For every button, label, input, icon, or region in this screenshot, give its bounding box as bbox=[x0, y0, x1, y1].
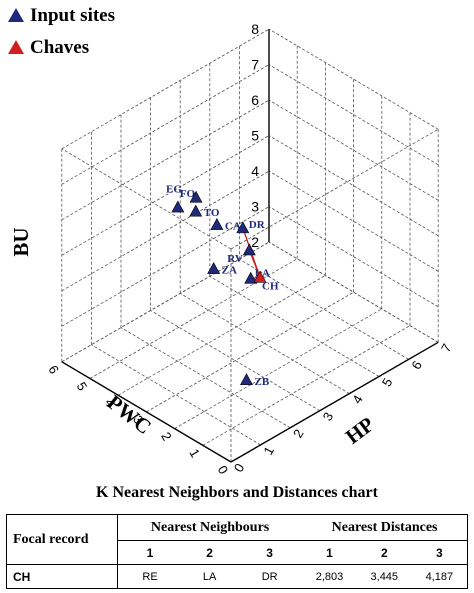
x-tick-label: 4 bbox=[349, 392, 366, 406]
data-point-marker bbox=[210, 218, 224, 230]
back-wall-grid-line bbox=[61, 64, 270, 185]
side-wall-grid-line bbox=[268, 241, 439, 343]
data-point-label: CH bbox=[262, 280, 279, 292]
data-point-label: ZA bbox=[222, 265, 237, 277]
sub-header: 1 bbox=[302, 540, 357, 565]
x-tick-label: 0 bbox=[231, 461, 248, 475]
distance-cell: 3,445 bbox=[356, 564, 412, 589]
focal-record-header: Focal record bbox=[6, 514, 118, 565]
legend-input-sites-label: Input sites bbox=[30, 5, 115, 26]
top-edge-line bbox=[61, 148, 232, 250]
focal-cell: CH bbox=[6, 564, 118, 589]
data-point-label: ZB bbox=[255, 376, 270, 388]
data-point-label: DR bbox=[249, 219, 266, 231]
distance-cell: 2,803 bbox=[302, 564, 357, 589]
data-point-marker bbox=[242, 243, 256, 256]
sub-header: 2 bbox=[182, 540, 238, 565]
data-point-marker bbox=[239, 373, 254, 386]
floor-grid-line bbox=[202, 325, 411, 446]
hp-axis-line bbox=[230, 341, 439, 463]
x-tick-label: 6 bbox=[408, 358, 425, 372]
x-tick-label: 5 bbox=[379, 375, 396, 389]
y-tick-label: 6 bbox=[45, 363, 62, 377]
nearest-distances-header: Nearest Distances bbox=[302, 514, 469, 541]
top-edge-line bbox=[230, 128, 439, 250]
data-point-label: EG bbox=[166, 183, 182, 195]
back-wall-grid-line bbox=[61, 135, 270, 256]
x-tick-label: 7 bbox=[438, 341, 455, 355]
x-tick-label: 1 bbox=[260, 444, 277, 458]
neighbour-cell: RE bbox=[117, 564, 183, 589]
data-point-marker bbox=[189, 190, 203, 203]
sub-header: 3 bbox=[411, 540, 468, 565]
floor-grid-line bbox=[174, 308, 383, 429]
data-point-marker bbox=[236, 221, 250, 234]
data-point-label: FO bbox=[180, 188, 196, 200]
x-tick-label: 3 bbox=[320, 410, 337, 424]
legend-input-sites-icon bbox=[8, 8, 24, 22]
side-wall-grid-line bbox=[268, 206, 439, 308]
y-tick-label: 5 bbox=[74, 379, 91, 393]
back-wall-grid-line bbox=[61, 28, 270, 150]
side-wall-grid-line bbox=[268, 135, 439, 237]
y-tick-label: 0 bbox=[215, 463, 232, 477]
knn-table: Focal record Nearest Neighbours Nearest … bbox=[6, 514, 469, 589]
y-tick-label: 1 bbox=[186, 446, 203, 460]
data-point-label: CA bbox=[225, 221, 241, 233]
sub-header: 3 bbox=[237, 540, 303, 565]
legend-chaves-icon bbox=[8, 40, 24, 54]
distance-cell: 4,187 bbox=[411, 564, 468, 589]
sub-header: 2 bbox=[356, 540, 412, 565]
legend: Input sites Chaves bbox=[8, 5, 115, 58]
data-point-marker bbox=[253, 270, 267, 283]
z-tick-label: 5 bbox=[251, 128, 259, 144]
neighbour-cell: LA bbox=[182, 564, 238, 589]
data-point-marker bbox=[244, 271, 258, 284]
z-tick-label: 4 bbox=[251, 163, 259, 179]
side-wall-grid-line bbox=[268, 64, 439, 166]
data-point-label: RV bbox=[227, 253, 243, 265]
x-tick-label: 2 bbox=[290, 427, 307, 441]
nearest-neighbours-header: Nearest Neighbours bbox=[117, 514, 303, 541]
data-point-marker bbox=[207, 261, 221, 274]
floor-grid-line bbox=[117, 275, 326, 396]
z-tick-label: 8 bbox=[251, 21, 259, 37]
y-tick-label: 2 bbox=[158, 429, 175, 443]
legend-chaves-label: Chaves bbox=[30, 37, 89, 58]
floor-grid-line bbox=[91, 344, 261, 446]
side-wall-grid-line bbox=[268, 99, 439, 201]
z-axis-title: BU bbox=[9, 227, 33, 256]
data-point-marker bbox=[171, 200, 185, 213]
pwc-axis-line bbox=[61, 361, 232, 463]
z-tick-label: 2 bbox=[251, 234, 259, 250]
z-tick-label: 6 bbox=[251, 92, 259, 108]
z-tick-label: 7 bbox=[251, 57, 259, 73]
table-caption: K Nearest Neighbors and Distances chart bbox=[96, 484, 378, 501]
floor-grid-line bbox=[120, 327, 291, 429]
table-row: CH RE LA DR 2,803 3,445 4,187 bbox=[6, 564, 468, 589]
neighbour-cell: DR bbox=[237, 564, 303, 589]
sub-header: 1 bbox=[117, 540, 183, 565]
back-wall-grid-line bbox=[61, 99, 270, 221]
side-wall-grid-line bbox=[268, 170, 439, 272]
floor-grid-line bbox=[146, 291, 354, 413]
data-point-marker bbox=[189, 204, 203, 217]
z-tick-label: 3 bbox=[251, 199, 259, 215]
x-axis-title: HP bbox=[341, 412, 379, 449]
side-wall-grid-line bbox=[268, 28, 439, 130]
y-axis-title: PWC bbox=[103, 390, 156, 439]
data-point-label: TO bbox=[204, 207, 220, 219]
